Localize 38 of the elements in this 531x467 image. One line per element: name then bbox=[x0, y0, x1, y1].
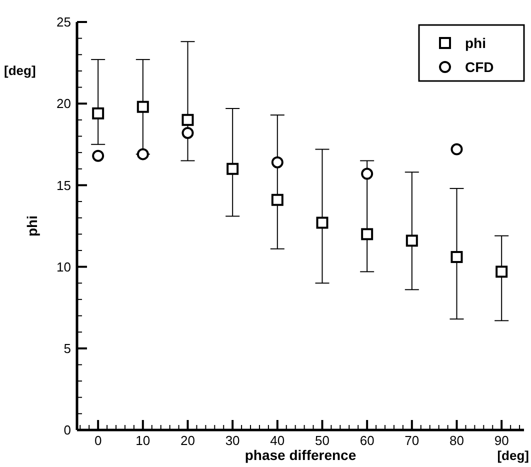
text: [deg] bbox=[497, 448, 529, 463]
point bbox=[182, 114, 194, 126]
point bbox=[226, 162, 239, 175]
y-tick-label: 5 bbox=[64, 340, 71, 356]
point bbox=[136, 148, 149, 160]
y-tick-label: 0 bbox=[64, 422, 71, 438]
point bbox=[450, 251, 463, 264]
point bbox=[450, 143, 463, 156]
x-tick-label: 20 bbox=[180, 433, 195, 448]
y-tick-label: 25 bbox=[56, 14, 71, 30]
x-tick-label: 30 bbox=[225, 433, 240, 448]
legend-label: phi bbox=[465, 34, 486, 51]
point bbox=[182, 126, 194, 139]
x-tick-label: 90 bbox=[494, 433, 509, 448]
x-tick-label: 10 bbox=[136, 433, 150, 448]
point bbox=[361, 168, 374, 180]
point bbox=[136, 100, 149, 113]
x-tick-label: 80 bbox=[450, 433, 464, 448]
x-tick-label: 70 bbox=[404, 433, 420, 448]
x-tick-label: 60 bbox=[360, 433, 374, 448]
text: [deg] bbox=[4, 63, 36, 78]
x-tick-label: 0 bbox=[94, 433, 102, 448]
point bbox=[92, 107, 104, 120]
point bbox=[406, 234, 418, 247]
y-axis-title: phi bbox=[24, 216, 40, 236]
point bbox=[316, 216, 328, 229]
point bbox=[92, 150, 104, 162]
legend-label: CFD bbox=[465, 58, 494, 75]
point bbox=[361, 228, 374, 240]
point bbox=[496, 266, 508, 278]
y-tick-label: 10 bbox=[56, 259, 71, 274]
y-tick-label: 15 bbox=[56, 178, 71, 193]
x-axis-title: phase difference bbox=[244, 447, 356, 463]
x-tick-label: 40 bbox=[270, 433, 285, 448]
x-tick-label: 50 bbox=[315, 433, 330, 448]
point bbox=[271, 194, 284, 206]
y-tick-label: 20 bbox=[56, 96, 71, 112]
point bbox=[271, 156, 284, 168]
